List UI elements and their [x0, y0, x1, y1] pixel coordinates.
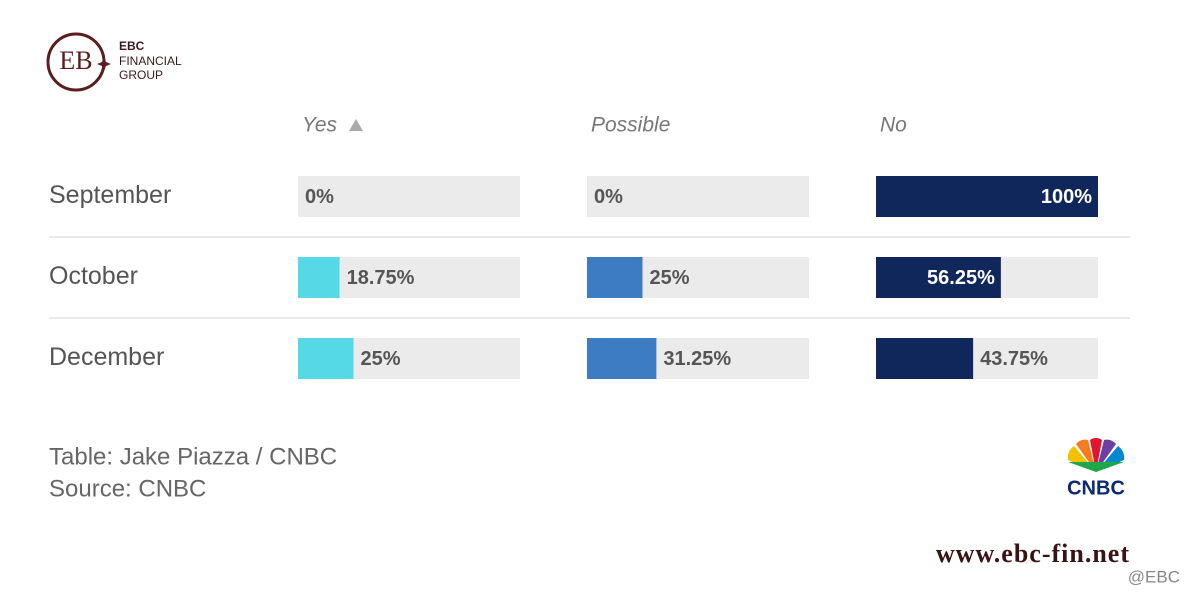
value-label: 100% [1041, 186, 1092, 208]
row-label: December [49, 343, 164, 371]
source: Source: CNBC [49, 475, 206, 502]
value-label: 0% [594, 186, 623, 208]
value-label: 56.25% [927, 267, 995, 289]
bar [298, 257, 340, 298]
value-label: 31.25% [663, 348, 731, 370]
column-header: No [880, 114, 907, 137]
bar [876, 257, 1001, 298]
value-label: 25% [361, 348, 401, 370]
bar [587, 338, 657, 379]
bar [587, 257, 643, 298]
column-header: Possible [591, 114, 670, 137]
bar-track [298, 176, 520, 217]
feather [1068, 462, 1124, 472]
ebc-logo: EB EBC FINANCIAL GROUP [46, 32, 182, 92]
logo-line: FINANCIAL [119, 54, 182, 68]
feather [1090, 438, 1102, 472]
watermark: @EBC [1128, 567, 1180, 586]
value-label: 25% [650, 267, 690, 289]
row-label: October [49, 262, 138, 290]
bar [876, 338, 974, 379]
value-label: 0% [305, 186, 334, 208]
logo-line: GROUP [119, 68, 163, 82]
cnbc-logo: CNBC [1067, 438, 1125, 499]
logo-mark: EB [59, 46, 92, 75]
row-label: September [49, 181, 171, 209]
bar [298, 338, 354, 379]
bar [876, 176, 1098, 217]
credit: Table: Jake Piazza / CNBC [49, 443, 337, 470]
cnbc-text: CNBC [1067, 477, 1125, 499]
bar-track [587, 176, 809, 217]
column-header: Yes [302, 114, 338, 137]
sort-indicator [349, 119, 363, 131]
logo-star [97, 57, 111, 71]
website: www.ebc-fin.net [936, 539, 1130, 568]
logo-name: EBC [119, 39, 145, 53]
value-label: 18.75% [347, 267, 415, 289]
value-label: 43.75% [980, 348, 1048, 370]
